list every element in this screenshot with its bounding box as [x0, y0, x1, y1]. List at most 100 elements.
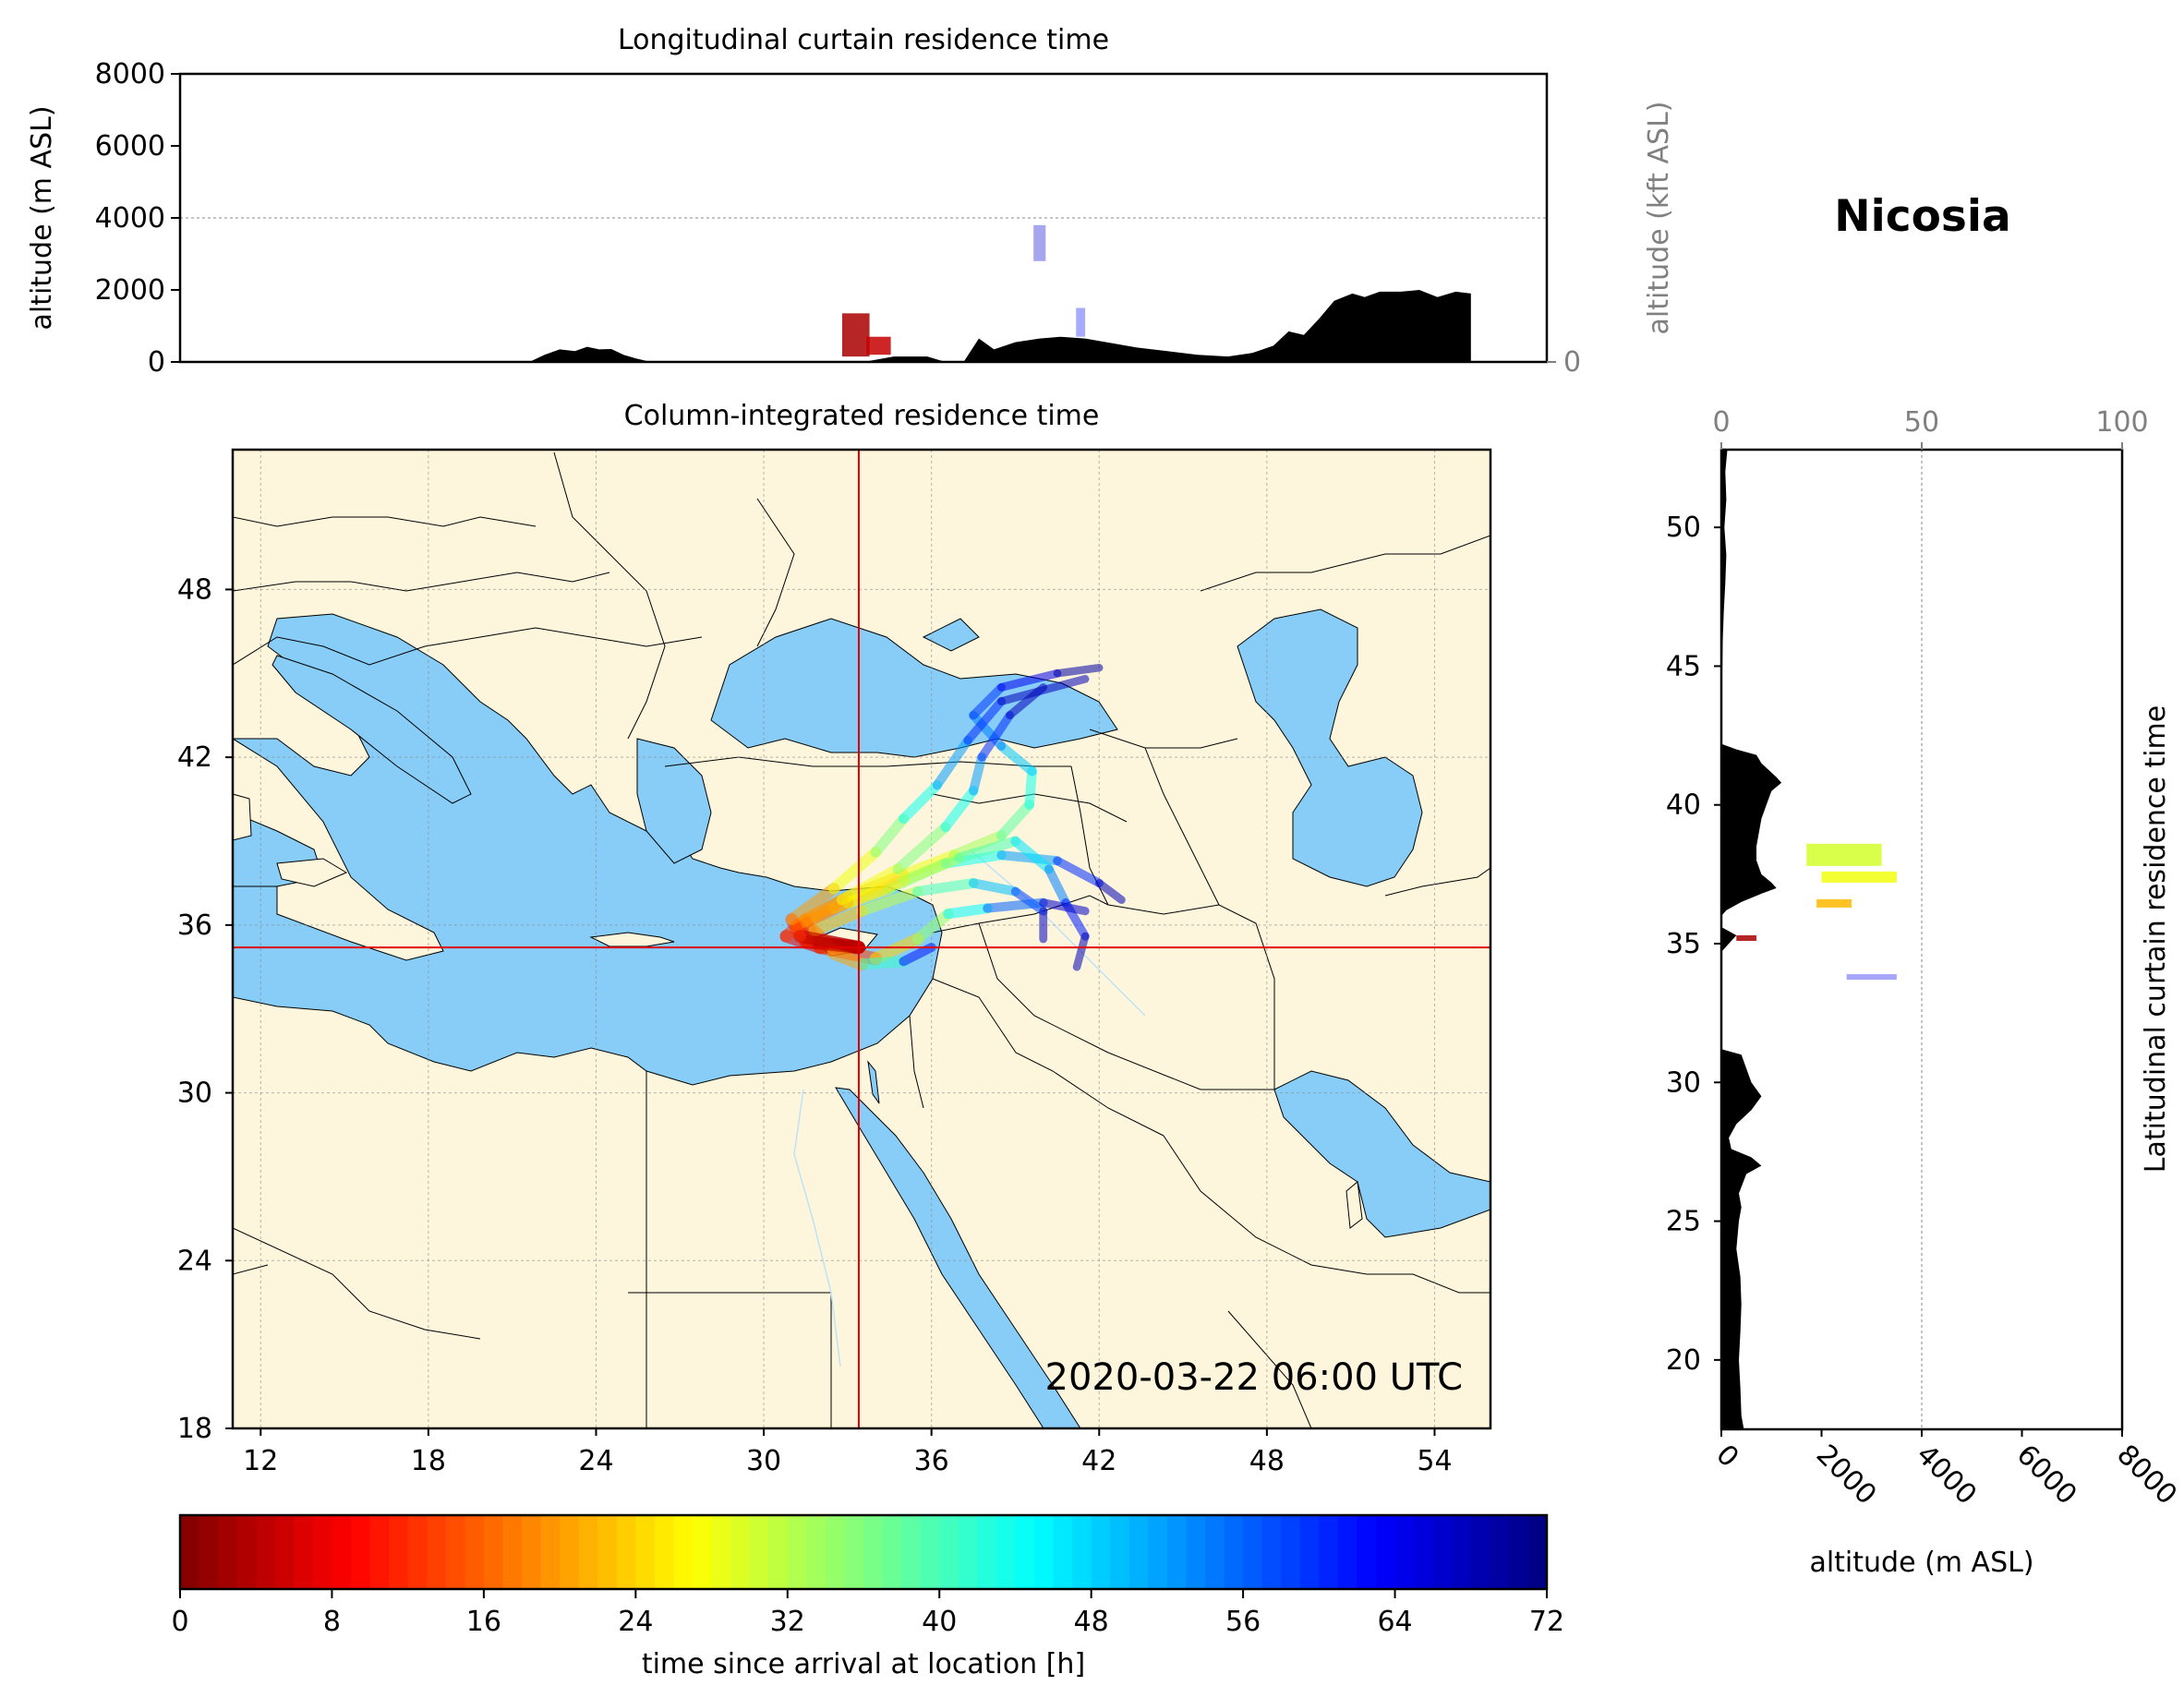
- longitudinal-patch: [1033, 224, 1046, 261]
- latitudinal-xtick-label: 4000: [1910, 1439, 1983, 1511]
- trajectory-segment: [997, 675, 1090, 705]
- longitudinal-ylabel-right: altitude (kft ASL): [1643, 101, 1675, 334]
- map-ytick-label: 48: [177, 573, 212, 606]
- colorbar-cell: [351, 1515, 371, 1589]
- latitudinal-xtick-top-label: 100: [2095, 406, 2148, 439]
- colorbar-cell: [1508, 1515, 1529, 1589]
- map-xtick-label: 36: [914, 1445, 949, 1477]
- colorbar-cell: [369, 1515, 390, 1589]
- map-ytick-label: 42: [177, 741, 212, 774]
- colorbar-cell: [844, 1515, 864, 1589]
- colorbar-label: time since arrival at location [h]: [642, 1648, 1085, 1680]
- latitudinal-x-ticks-top: 0 50 100: [1712, 406, 2149, 450]
- longitudinal-panel: Longitudinal curtain residence time 0 200…: [26, 24, 1675, 379]
- colorbar-cell: [1414, 1515, 1434, 1589]
- latitudinal-xtick-label: 0: [1709, 1439, 1744, 1474]
- colorbar-cell: [939, 1515, 959, 1589]
- colorbar-cell: [1205, 1515, 1225, 1589]
- latitudinal-xtick-label: 6000: [2010, 1439, 2083, 1511]
- trajectory-segment: [899, 943, 936, 967]
- map-ytick-label: 30: [177, 1078, 212, 1110]
- colorbar-tick: 8: [323, 1589, 341, 1638]
- trajectory-segment: [793, 929, 865, 955]
- colorbar-cell: [522, 1515, 542, 1589]
- colorbar-cell: [1261, 1515, 1282, 1589]
- map-xtick: 12: [243, 1428, 278, 1477]
- latitudinal-xtick-top-label: 0: [1712, 406, 1730, 439]
- colorbar-cell: [578, 1515, 598, 1589]
- longitudinal-patch: [841, 313, 870, 357]
- colorbar-tick: 40: [922, 1589, 957, 1638]
- colorbar-cell: [483, 1515, 504, 1589]
- colorbar-frame: [178, 1513, 1549, 1591]
- colorbar-cell: [1490, 1515, 1510, 1589]
- trajectory-segment: [995, 800, 1035, 841]
- map-ytick: 24: [177, 1245, 233, 1277]
- trajectory-segment: [841, 874, 910, 909]
- map-grid: [233, 450, 1490, 1428]
- colorbar-cell: [1053, 1515, 1073, 1589]
- trajectories: [779, 664, 1126, 971]
- colorbar-cell: [274, 1515, 295, 1589]
- colorbar-cell: [407, 1515, 428, 1589]
- trajectory-segment: [808, 905, 868, 937]
- latitudinal-xtick-label: 8000: [2110, 1439, 2183, 1511]
- map-ytick: 18: [177, 1413, 233, 1445]
- latitudinal-ytick: 25: [1666, 1206, 1721, 1238]
- colorbar-tick-label: 48: [1074, 1606, 1109, 1638]
- trajectory-segment: [827, 847, 882, 895]
- colorbar-cell: [1015, 1515, 1035, 1589]
- station-title: Nicosia: [1834, 191, 2010, 242]
- latitudinal-ytick-label: 50: [1666, 512, 1701, 544]
- trajectory-segment: [856, 956, 910, 970]
- colorbar-cell: [560, 1515, 580, 1589]
- longitudinal-ytick: 8000: [95, 58, 180, 90]
- trajectory-segment: [785, 883, 840, 926]
- trajectory-segment: [968, 878, 1020, 897]
- map-title: Column-integrated residence time: [624, 400, 1100, 432]
- trajectory-segment: [969, 682, 1006, 720]
- longitudinal-ytick: 4000: [95, 202, 180, 235]
- trajectory-segment: [943, 903, 993, 920]
- colorbar-tick: 24: [618, 1589, 653, 1638]
- latitudinal-ytick: 40: [1666, 789, 1721, 822]
- colorbar-tick: 0: [171, 1589, 189, 1638]
- latitudinal-xtick: 8000: [2110, 1429, 2183, 1511]
- colorbar-panel: 0 8 16 24 32 40 48 56 64 72 time since arrival at…: [171, 1513, 1564, 1680]
- map-xtick-label: 18: [411, 1445, 446, 1477]
- colorbar-cell: [616, 1515, 636, 1589]
- longitudinal-ytick-label: 2000: [95, 274, 165, 307]
- map-xtick: 18: [411, 1428, 446, 1477]
- trajectory-segment: [932, 735, 973, 790]
- colorbar-cell: [1299, 1515, 1320, 1589]
- trajectory-segment: [1053, 664, 1104, 678]
- latitudinal-ytick: 35: [1666, 928, 1721, 960]
- sardinia: [233, 793, 252, 841]
- crete: [589, 932, 675, 947]
- adriatic-sea: [271, 655, 472, 804]
- latitudinal-residence-patches: [1736, 843, 1897, 981]
- map-xtick-label: 42: [1081, 1445, 1116, 1477]
- map-xtick: 54: [1417, 1428, 1453, 1477]
- colorbar-cell: [389, 1515, 409, 1589]
- trajectory-segment: [899, 780, 943, 825]
- trajectory-segment: [856, 885, 923, 917]
- colorbar-tick-label: 40: [922, 1606, 957, 1638]
- latitudinal-patch: [1806, 843, 1882, 866]
- colorbar-cell: [1224, 1515, 1244, 1589]
- map-panel: Column-integrated residence time: [177, 400, 1492, 1477]
- longitudinal-ytick-right-label: 0: [1563, 346, 1581, 379]
- red-sea: [835, 1087, 1081, 1428]
- azov-sea: [922, 618, 980, 652]
- map-xtick: 30: [746, 1428, 781, 1477]
- longitudinal-patch: [866, 336, 891, 355]
- trajectory-segment: [996, 668, 1062, 692]
- latitudinal-patch: [1821, 871, 1897, 883]
- colorbar-cell: [465, 1515, 485, 1589]
- trajectory-segment: [870, 813, 910, 858]
- colorbar-cell: [958, 1515, 978, 1589]
- persian-gulf: [1273, 1070, 1490, 1238]
- caspian-sea: [1237, 608, 1423, 887]
- colorbar-cell: [995, 1515, 1017, 1589]
